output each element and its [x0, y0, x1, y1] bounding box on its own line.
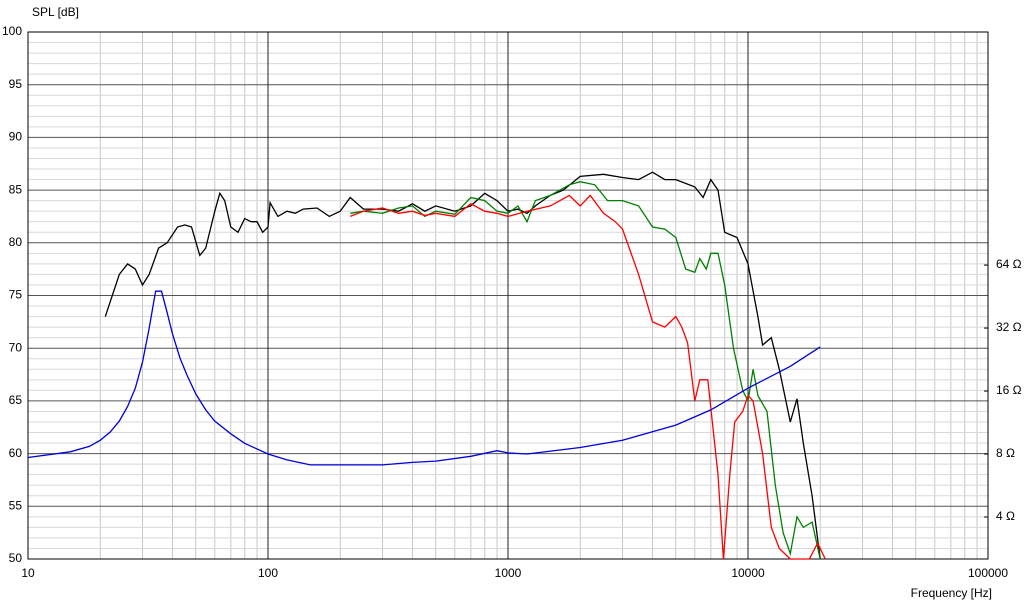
y-tick-label: 85 [9, 182, 23, 196]
y-axis-label: SPL [dB] [32, 5, 79, 19]
x-tick-label: 100000 [968, 566, 1008, 580]
y-tick-label: 80 [9, 235, 23, 249]
y-tick-label: 100 [2, 24, 22, 38]
y-tick-label: 60 [9, 446, 23, 460]
y-tick-label: 55 [9, 498, 23, 512]
y-tick-label: 65 [9, 393, 23, 407]
x-tick-label: 1000 [495, 566, 522, 580]
grid [27, 31, 989, 560]
x-tick-label: 100 [258, 566, 278, 580]
y-tick-label: 75 [9, 288, 23, 302]
y2-tick-label: 16 Ω [996, 383, 1022, 397]
series-line [104, 171, 821, 560]
series-line [27, 290, 821, 466]
y-tick-label: 90 [9, 130, 23, 144]
y2-tick-label: 32 Ω [996, 320, 1022, 334]
x-tick-label: 10000 [731, 566, 765, 580]
series-line [350, 181, 821, 560]
y2-tick-label: 64 Ω [996, 257, 1022, 271]
x-axis-label: Frequency [Hz] [911, 586, 992, 600]
y-tick-label: 70 [9, 340, 23, 354]
y-tick-label: 95 [9, 77, 23, 91]
y-tick-label: 50 [9, 551, 23, 565]
y2-tick-label: 8 Ω [996, 446, 1015, 460]
plot-frame [27, 31, 989, 560]
series-line [349, 194, 826, 560]
y2-tick-label: 4 Ω [996, 509, 1015, 523]
x-tick-label: 10 [21, 566, 35, 580]
